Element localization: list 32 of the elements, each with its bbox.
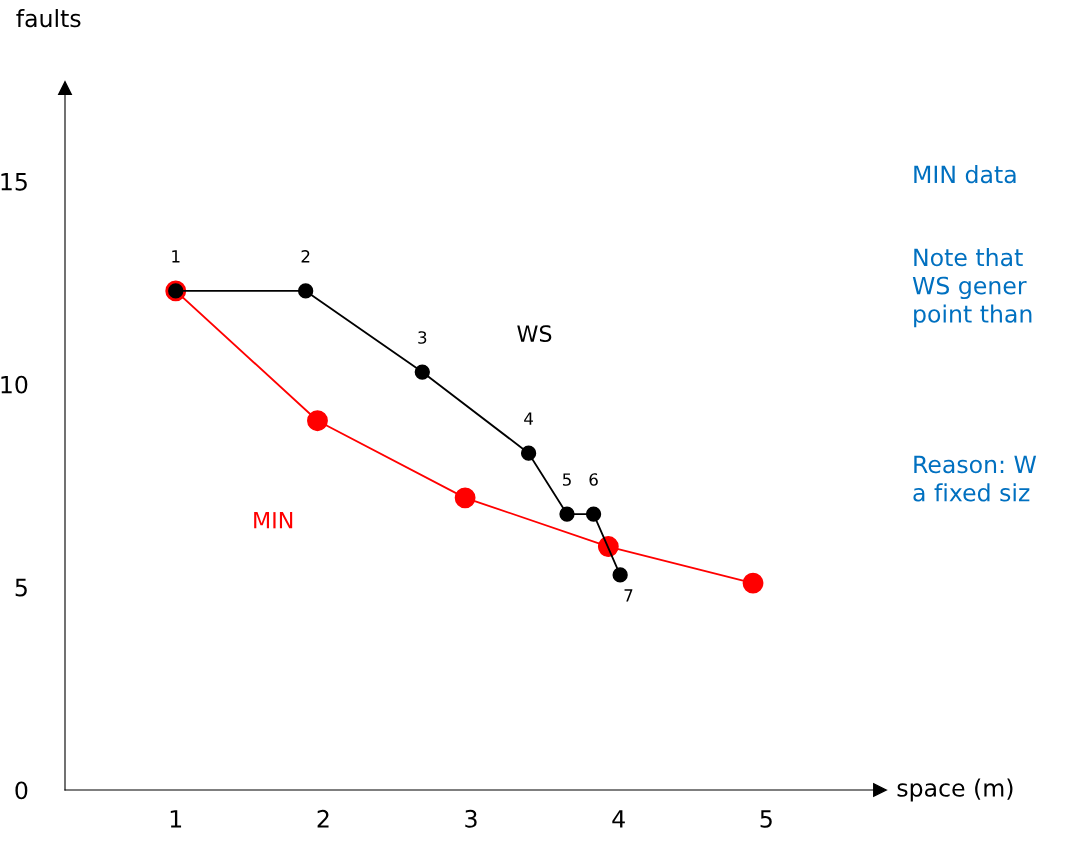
annotation: 1 <box>172 250 180 263</box>
x-tick-label: 5 <box>760 810 772 828</box>
point <box>454 487 476 509</box>
annotation: 2 <box>301 250 310 263</box>
x-tick-label: 1 <box>170 810 182 828</box>
annotation: 3 <box>418 331 427 344</box>
x-tick-label: 2 <box>317 809 329 828</box>
y-axis-title: faults <box>16 8 81 28</box>
text: Note that WS gener point than <box>912 248 1032 328</box>
y-tick-label: 5 <box>15 578 27 597</box>
point <box>298 283 314 299</box>
point <box>585 506 602 522</box>
text: WS <box>517 325 552 342</box>
point <box>559 506 575 522</box>
text: MIN <box>254 512 293 529</box>
annotation: 7 <box>624 589 633 602</box>
y-tick-label: 10 <box>1 375 28 394</box>
annotation: 6 <box>589 473 598 486</box>
point <box>520 445 537 461</box>
point <box>742 572 764 594</box>
x-tick-label: 4 <box>612 810 625 828</box>
x-axis-title: space (m) <box>897 778 1013 802</box>
annotation: 4 <box>524 412 533 425</box>
point <box>612 567 628 583</box>
text: MIN data <box>914 165 1016 184</box>
x-tick-label: 3 <box>465 809 477 828</box>
point <box>307 410 328 432</box>
y-tick-label: 15 <box>1 173 27 191</box>
y-tick-label: 0 <box>15 781 28 800</box>
text: Reason: W a fixed siz <box>913 455 1037 502</box>
annotation: 5 <box>562 473 571 486</box>
point <box>414 364 430 380</box>
